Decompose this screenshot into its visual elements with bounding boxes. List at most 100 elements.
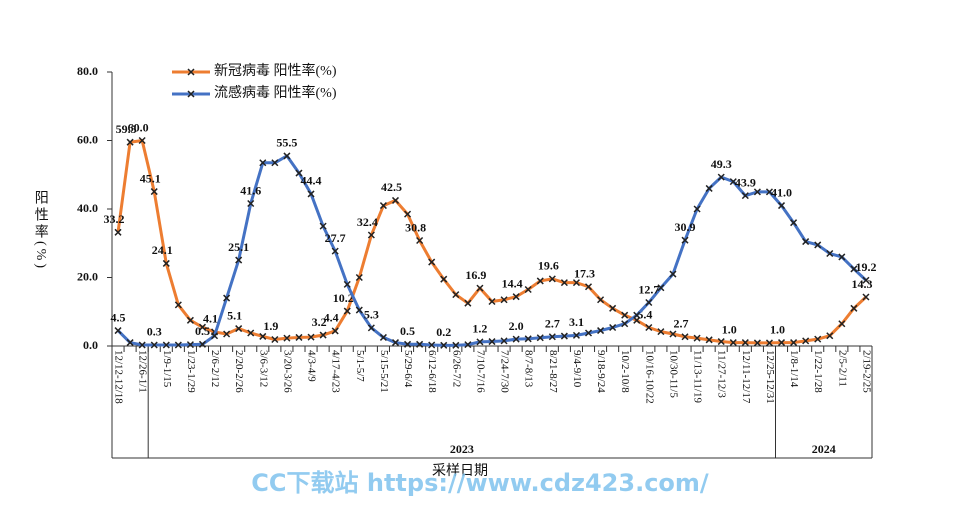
data-point	[464, 299, 472, 307]
data-label: 1.9	[263, 319, 278, 333]
data-point	[174, 301, 182, 309]
data-point	[138, 341, 146, 349]
data-label: 4.4	[324, 311, 339, 325]
data-point	[247, 199, 255, 208]
data-point	[572, 279, 580, 287]
data-label: 1.2	[472, 322, 487, 336]
data-label: 41.0	[771, 185, 792, 199]
data-point	[355, 273, 363, 282]
data-point	[440, 341, 448, 349]
data-point	[126, 339, 134, 347]
data-label: 4.5	[111, 310, 126, 324]
data-point	[223, 294, 231, 302]
data-point	[584, 329, 593, 337]
data-point	[114, 327, 122, 335]
data-point	[464, 341, 472, 349]
data-label: 0.5	[400, 324, 415, 338]
data-point	[729, 339, 737, 347]
data-point	[669, 330, 677, 338]
x-tick-label: 10/16-10/22	[643, 350, 655, 404]
data-point	[597, 327, 605, 335]
data-point	[597, 296, 605, 304]
data-point	[271, 159, 279, 167]
data-point	[802, 337, 810, 345]
data-label: 0.3	[147, 325, 162, 339]
x-tick-label: 2/20-2/26	[233, 350, 245, 393]
data-point	[259, 159, 267, 167]
y-tick-label: 20.0	[77, 269, 98, 283]
data-point	[826, 249, 834, 258]
data-label: 30.9	[675, 220, 696, 234]
data-point	[404, 210, 412, 218]
data-label: 4.1	[203, 312, 218, 326]
data-point	[223, 330, 231, 338]
data-point	[609, 323, 617, 332]
data-point	[428, 341, 436, 349]
data-point	[235, 256, 243, 264]
data-label: 27.7	[325, 231, 346, 245]
data-label: 5.3	[364, 308, 379, 322]
data-point	[802, 238, 810, 246]
data-point	[198, 340, 207, 348]
data-point	[186, 316, 194, 324]
data-label: 3.2	[312, 315, 327, 329]
data-point	[765, 188, 773, 196]
data-point	[319, 331, 327, 339]
data-point	[536, 277, 544, 285]
x-tick-label: 1/22-1/28	[812, 350, 824, 393]
data-point	[404, 340, 412, 348]
data-label: 55.5	[276, 136, 297, 150]
data-point	[548, 275, 556, 283]
data-point	[162, 341, 170, 349]
data-point	[355, 306, 363, 314]
data-point	[814, 241, 822, 249]
x-tick-label: 9/4-9/10	[571, 350, 583, 388]
data-label: 45.1	[140, 171, 161, 185]
data-label: 19.6	[538, 259, 559, 273]
data-point	[271, 335, 279, 344]
data-label: 5.1	[227, 308, 242, 322]
y-tick-label: 0.0	[83, 338, 98, 352]
data-label: 42.5	[381, 180, 402, 194]
data-label: 16.9	[465, 268, 486, 282]
data-point	[693, 334, 701, 342]
data-point	[862, 293, 870, 301]
data-label: 49.3	[711, 157, 732, 171]
data-point	[560, 332, 568, 340]
x-tick-label: 5/29-6/4	[402, 350, 414, 388]
x-tick-label: 10/2-10/8	[619, 350, 631, 393]
x-tick-label: 2/5-2/11	[836, 350, 848, 387]
data-point	[621, 320, 629, 328]
data-point	[633, 311, 641, 319]
data-point	[693, 205, 701, 213]
data-point	[777, 339, 786, 347]
data-point	[777, 202, 786, 210]
data-point	[307, 333, 315, 341]
x-tick-label: 11/27-12/3	[716, 350, 728, 398]
data-point	[331, 247, 339, 255]
data-point	[162, 259, 170, 267]
x-tick-label: 12/12-12/18	[113, 350, 125, 404]
data-point	[138, 136, 146, 145]
data-point	[765, 339, 773, 347]
data-label: 2.7	[545, 317, 560, 331]
x-tick-label: 12/11-12/17	[740, 350, 752, 404]
data-point	[452, 341, 460, 349]
legend-marker	[187, 68, 195, 76]
data-point	[657, 284, 665, 292]
data-point	[681, 236, 689, 244]
data-label: 2.0	[509, 319, 524, 333]
data-point	[307, 190, 315, 198]
data-label: 43.9	[735, 175, 756, 189]
data-point	[705, 184, 713, 192]
x-tick-label: 4/17-4/23	[330, 350, 342, 393]
x-tick-label: 8/21-8/27	[547, 350, 559, 393]
data-point	[838, 320, 846, 328]
data-point	[741, 339, 749, 347]
data-point	[259, 332, 267, 340]
data-point	[500, 296, 508, 304]
x-tick-label: 2/19-2/25	[860, 350, 872, 393]
data-label: 32.4	[357, 215, 378, 229]
